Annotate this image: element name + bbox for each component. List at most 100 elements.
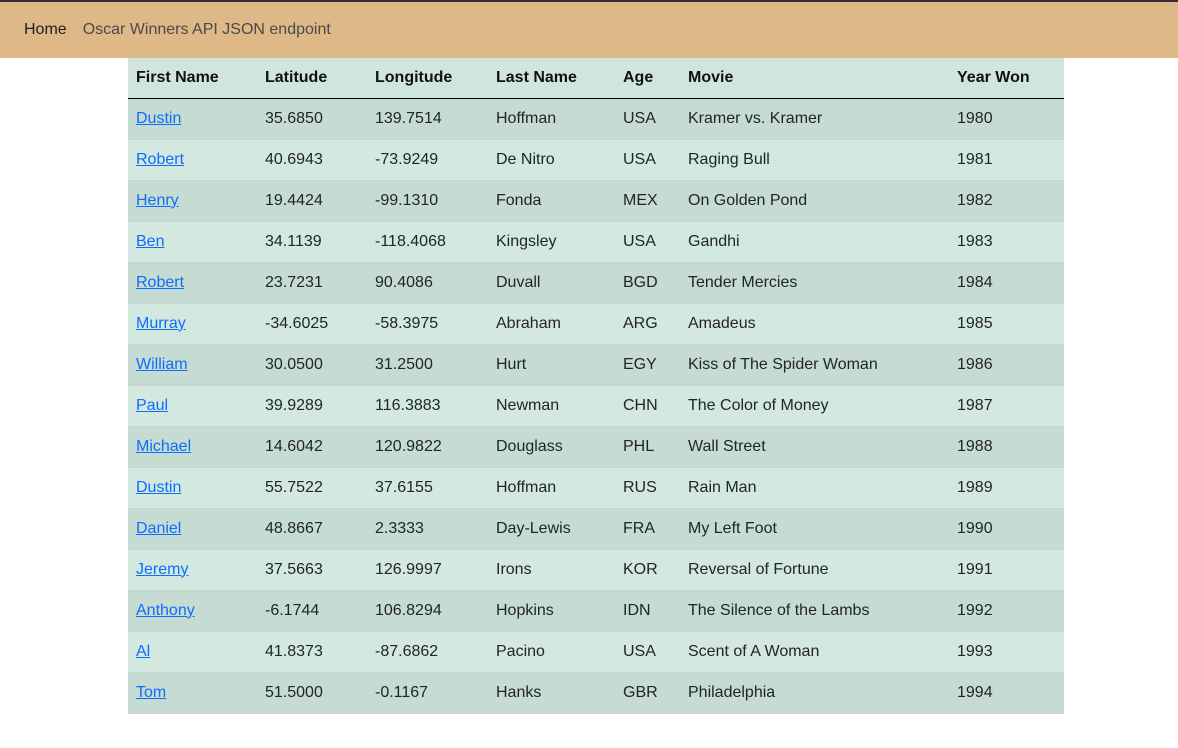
cell-last-name: Hurt [488,344,615,386]
cell-first-name: Robert [128,262,257,304]
cell-movie: Gandhi [680,221,949,263]
cell-year-won: 1990 [949,508,1064,550]
first-name-link[interactable]: Daniel [136,519,182,537]
first-name-link[interactable]: Al [136,642,151,660]
cell-latitude: 37.5663 [257,549,367,591]
cell-longitude: -58.3975 [367,303,488,345]
cell-latitude: 48.8667 [257,508,367,550]
cell-latitude: 30.0500 [257,344,367,386]
nav-home-link[interactable]: Home [24,21,67,38]
table-row: Ben 34.1139 -118.4068 Kingsley USA Gandhi 1983 [128,221,1064,263]
cell-last-name: Pacino [488,631,615,673]
cell-movie: Amadeus [680,303,949,345]
cell-first-name: Anthony [128,590,257,632]
cell-first-name: Henry [128,180,257,222]
first-name-link[interactable]: Dustin [136,478,182,496]
column-header-last-name: Last Name [488,58,615,99]
first-name-link[interactable]: Anthony [136,601,195,619]
cell-year-won: 1988 [949,426,1064,468]
cell-year-won: 1992 [949,590,1064,632]
column-header-longitude: Longitude [367,58,488,99]
cell-latitude: -6.1744 [257,590,367,632]
cell-movie: Kramer vs. Kramer [680,98,949,140]
cell-movie: Raging Bull [680,139,949,181]
cell-last-name: Duvall [488,262,615,304]
cell-age: USA [615,139,680,181]
first-name-link[interactable]: William [136,355,188,373]
cell-year-won: 1989 [949,467,1064,509]
table-row: Paul 39.9289 116.3883 Newman CHN The Color of… [128,385,1064,427]
cell-age: EGY [615,344,680,386]
cell-latitude: 35.6850 [257,98,367,140]
cell-longitude: -99.1310 [367,180,488,222]
table-row: Anthony -6.1744 106.8294 Hopkins IDN The Sile… [128,590,1064,632]
first-name-link[interactable]: Robert [136,150,185,168]
cell-year-won: 1991 [949,549,1064,591]
table-row: Dustin 55.7522 37.6155 Hoffman RUS Rain Man 19… [128,467,1064,509]
cell-last-name: Hanks [488,672,615,714]
cell-age: USA [615,98,680,140]
cell-last-name: Hoffman [488,98,615,140]
cell-longitude: 106.8294 [367,590,488,632]
winners-table-container: First Name Latitude Longitude Last Name … [128,58,1064,714]
cell-longitude: 126.9997 [367,549,488,591]
cell-longitude: 139.7514 [367,98,488,140]
column-header-age: Age [615,58,680,99]
cell-latitude: 41.8373 [257,631,367,673]
cell-longitude: 120.9822 [367,426,488,468]
cell-last-name: Newman [488,385,615,427]
table-row: Henry 19.4424 -99.1310 Fonda MEX On Golden Po… [128,180,1064,222]
first-name-link[interactable]: Tom [136,683,167,701]
table-row: Michael 14.6042 120.9822 Douglass PHL Wall St… [128,426,1064,468]
top-navbar: Home Oscar Winners API JSON endpoint [0,2,1178,58]
table-row: Jeremy 37.5663 126.9997 Irons KOR Reversal of… [128,549,1064,591]
cell-first-name: Paul [128,385,257,427]
cell-year-won: 1983 [949,221,1064,263]
column-header-movie: Movie [680,58,949,99]
first-name-link[interactable]: Ben [136,232,165,250]
first-name-link[interactable]: Michael [136,437,192,455]
table-row: Daniel 48.8667 2.3333 Day-Lewis FRA My Left F… [128,508,1064,550]
cell-latitude: 39.9289 [257,385,367,427]
cell-year-won: 1987 [949,385,1064,427]
cell-latitude: -34.6025 [257,303,367,345]
first-name-link[interactable]: Dustin [136,109,182,127]
nav-api-endpoint-link[interactable]: Oscar Winners API JSON endpoint [82,21,331,38]
cell-first-name: Jeremy [128,549,257,591]
column-header-first-name: First Name [128,58,257,99]
cell-longitude: -87.6862 [367,631,488,673]
cell-age: BGD [615,262,680,304]
first-name-link[interactable]: Paul [136,396,169,414]
cell-latitude: 55.7522 [257,467,367,509]
cell-age: FRA [615,508,680,550]
window-top-border [0,0,1178,2]
cell-first-name: Dustin [128,467,257,509]
cell-age: PHL [615,426,680,468]
column-header-latitude: Latitude [257,58,367,99]
cell-year-won: 1981 [949,139,1064,181]
cell-movie: Rain Man [680,467,949,509]
cell-latitude: 34.1139 [257,221,367,263]
cell-age: ARG [615,303,680,345]
table-row: Robert 40.6943 -73.9249 De Nitro USA Raging B… [128,139,1064,181]
cell-last-name: Douglass [488,426,615,468]
cell-last-name: Day-Lewis [488,508,615,550]
table-row: Murray -34.6025 -58.3975 Abraham ARG Amadeus 1… [128,303,1064,345]
table-row: William 30.0500 31.2500 Hurt EGY Kiss of The … [128,344,1064,386]
table-row: Tom 51.5000 -0.1167 Hanks GBR Philadelphia 199… [128,672,1064,714]
cell-last-name: Kingsley [488,221,615,263]
first-name-link[interactable]: Jeremy [136,560,189,578]
cell-first-name: William [128,344,257,386]
cell-age: GBR [615,672,680,714]
table-header: First Name Latitude Longitude Last Name … [128,58,1064,99]
cell-first-name: Murray [128,303,257,345]
cell-first-name: Michael [128,426,257,468]
table-row: Al 41.8373 -87.6862 Pacino USA Scent of A Wom… [128,631,1064,673]
first-name-link[interactable]: Murray [136,314,186,332]
cell-longitude: -73.9249 [367,139,488,181]
cell-movie: On Golden Pond [680,180,949,222]
first-name-link[interactable]: Henry [136,191,179,209]
cell-movie: The Silence of the Lambs [680,590,949,632]
first-name-link[interactable]: Robert [136,273,185,291]
cell-movie: The Color of Money [680,385,949,427]
